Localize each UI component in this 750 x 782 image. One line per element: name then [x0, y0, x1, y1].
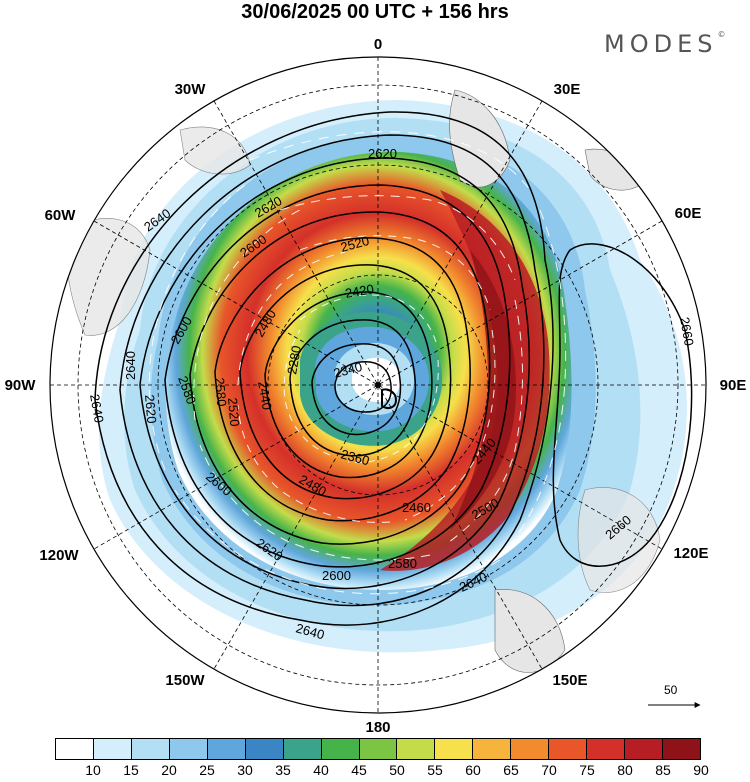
- contour-label: 2600: [322, 568, 351, 583]
- colorbar-swatch: [359, 739, 398, 759]
- contour-label: 2340: [332, 359, 364, 381]
- lon-label-90e: 90E: [720, 377, 747, 394]
- contour-label: 2520: [339, 233, 371, 255]
- contour-label: 2460: [402, 500, 431, 515]
- colorbar-swatch: [245, 739, 284, 759]
- modes-logo: MODES©: [604, 30, 726, 58]
- contour-label: 2620: [142, 394, 159, 424]
- contour-label: 2620: [368, 146, 397, 161]
- colorbar-tick-label: 80: [617, 762, 633, 778]
- colorbar-tick-label: 35: [275, 762, 291, 778]
- colorbar-ticks: 10 15 20 25 30 35 40 45 50 55 60 65 70 75 80 85 90: [55, 762, 709, 780]
- colorbar-swatch: [397, 739, 436, 759]
- colorbar-tick-label: 10: [85, 762, 101, 778]
- contour-label: 2580: [388, 556, 417, 571]
- lon-label-30e: 30E: [554, 81, 581, 98]
- colorbar-swatch: [93, 739, 132, 759]
- contour-label: 2360: [339, 446, 371, 468]
- lon-label-150e: 150E: [552, 672, 587, 689]
- south-pole-marker: [375, 382, 381, 388]
- colorbar-tick-label: 85: [655, 762, 671, 778]
- lon-label-90w: 90W: [5, 377, 37, 394]
- lon-label-180: 180: [365, 719, 390, 736]
- contour-label: 2520: [225, 397, 242, 427]
- colorbar-tick-label: 25: [199, 762, 215, 778]
- lon-label-0: 0: [374, 36, 382, 53]
- colorbar-swatch: [207, 739, 246, 759]
- colorbar-swatch: [625, 739, 663, 759]
- colorbar-swatch: [283, 739, 322, 759]
- colorbar-swatch: [473, 739, 512, 759]
- colorbar-swatch: [169, 739, 208, 759]
- colorbar-swatch: [549, 739, 588, 759]
- map-title: 30/06/2025 00 UTC + 156 hrs: [241, 1, 509, 23]
- colorbar-swatch: [321, 739, 360, 759]
- colorbar-swatch: [131, 739, 170, 759]
- colorbar-tick-label: 70: [541, 762, 557, 778]
- colorbar-swatch: [435, 739, 474, 759]
- colorbar-swatch: [587, 739, 626, 759]
- colorbar-tick-label: 60: [465, 762, 481, 778]
- colorbar-tick-label: 45: [351, 762, 367, 778]
- colorbar-tick-label: 50: [389, 762, 405, 778]
- lon-label-120w: 120W: [39, 547, 79, 564]
- colorbar-tick-label: 75: [579, 762, 595, 778]
- lon-label-30w: 30W: [175, 81, 207, 98]
- colorbar-tick-label: 15: [123, 762, 139, 778]
- colorbar-tick-label: 20: [161, 762, 177, 778]
- wind-vectors: [148, 131, 567, 595]
- logo-text: MODES: [604, 30, 718, 58]
- height-contours: [94, 111, 693, 626]
- contour-label: 2640: [123, 351, 138, 380]
- map-boundary: [49, 56, 707, 714]
- colorbar: [55, 738, 701, 760]
- lon-label-150w: 150W: [165, 672, 205, 689]
- colorbar-swatch: [663, 739, 700, 759]
- colorbar-swatch: [511, 739, 550, 759]
- colorbar-tick-label: 90: [693, 762, 709, 778]
- lon-label-120e: 120E: [673, 545, 708, 562]
- colorbar-tick-label: 40: [313, 762, 329, 778]
- colorbar-tick-label: 65: [503, 762, 519, 778]
- contour-label: 2440: [255, 380, 275, 411]
- lon-label-60w: 60W: [45, 207, 77, 224]
- lon-label-60e: 60E: [675, 205, 702, 222]
- colorbar-tick-label: 55: [427, 762, 443, 778]
- contour-label: 2420: [344, 281, 375, 301]
- contour-label: 2280: [284, 344, 304, 375]
- contour-label: 2580: [212, 377, 229, 407]
- contour-label: 2640: [294, 620, 326, 642]
- contour-label: 2660: [677, 316, 697, 347]
- contour-label: 2640: [87, 393, 107, 424]
- longitude-labels: 0 30E 60E 90E 120E 150E 180 150W 120W 90…: [5, 36, 747, 736]
- reference-vector-label: 50: [664, 683, 678, 697]
- colorbar-swatch: [56, 739, 94, 759]
- colorbar-tick-label: 30: [237, 762, 253, 778]
